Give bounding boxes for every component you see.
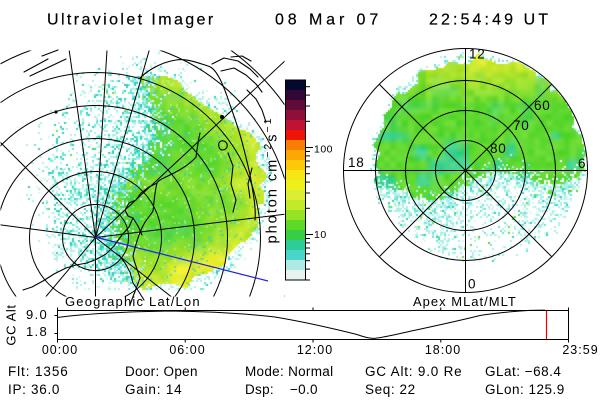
- svg-text:18:00: 18:00: [425, 343, 461, 357]
- svg-text:Gain: 14: Gain: 14: [125, 382, 182, 397]
- svg-text:0: 0: [468, 277, 476, 292]
- svg-text:23:59: 23:59: [562, 343, 598, 357]
- svg-text:GLon: 125.9: GLon: 125.9: [485, 382, 565, 397]
- svg-text:08 Mar 07: 08 Mar 07: [275, 12, 382, 29]
- svg-text:12:00: 12:00: [297, 343, 333, 357]
- svg-text:IP: 36.0: IP: 36.0: [8, 382, 60, 397]
- svg-text:GC Alt: 9.0 Re: GC Alt: 9.0 Re: [365, 364, 463, 379]
- svg-text:Door: Open: Door: Open: [125, 364, 198, 379]
- svg-text:18: 18: [348, 155, 365, 170]
- svg-text:Ultraviolet Imager: Ultraviolet Imager: [47, 12, 216, 29]
- svg-text:60: 60: [534, 98, 551, 113]
- svg-text:1.8: 1.8: [26, 324, 48, 339]
- svg-text:−0.0: −0.0: [290, 382, 318, 397]
- svg-text:Apex MLat/MLT: Apex MLat/MLT: [413, 294, 517, 309]
- svg-text:00:00: 00:00: [42, 343, 78, 357]
- svg-text:Geographic Lat/Lon: Geographic Lat/Lon: [65, 294, 201, 309]
- svg-text:70: 70: [513, 118, 530, 133]
- svg-text:10: 10: [314, 229, 327, 241]
- svg-text:6: 6: [578, 156, 586, 171]
- svg-text:22:54:49 UT: 22:54:49 UT: [429, 12, 551, 29]
- svg-text:GC Alt: GC Alt: [4, 304, 19, 345]
- svg-text:Flt: 1356: Flt: 1356: [8, 364, 69, 379]
- svg-text:9.0: 9.0: [26, 307, 48, 322]
- svg-text:06:00: 06:00: [169, 343, 205, 357]
- svg-text:photon cm−2s−1: photon cm−2s−1: [262, 117, 281, 244]
- svg-text:Seq: 22: Seq: 22: [365, 382, 416, 397]
- svg-text:100: 100: [314, 144, 333, 156]
- svg-text:GLat: −68.4: GLat: −68.4: [485, 364, 561, 379]
- svg-text:Dsp:: Dsp:: [245, 382, 274, 397]
- svg-text:Mode: Normal: Mode: Normal: [245, 364, 333, 379]
- svg-text:80: 80: [490, 141, 507, 156]
- svg-text:12: 12: [469, 47, 486, 62]
